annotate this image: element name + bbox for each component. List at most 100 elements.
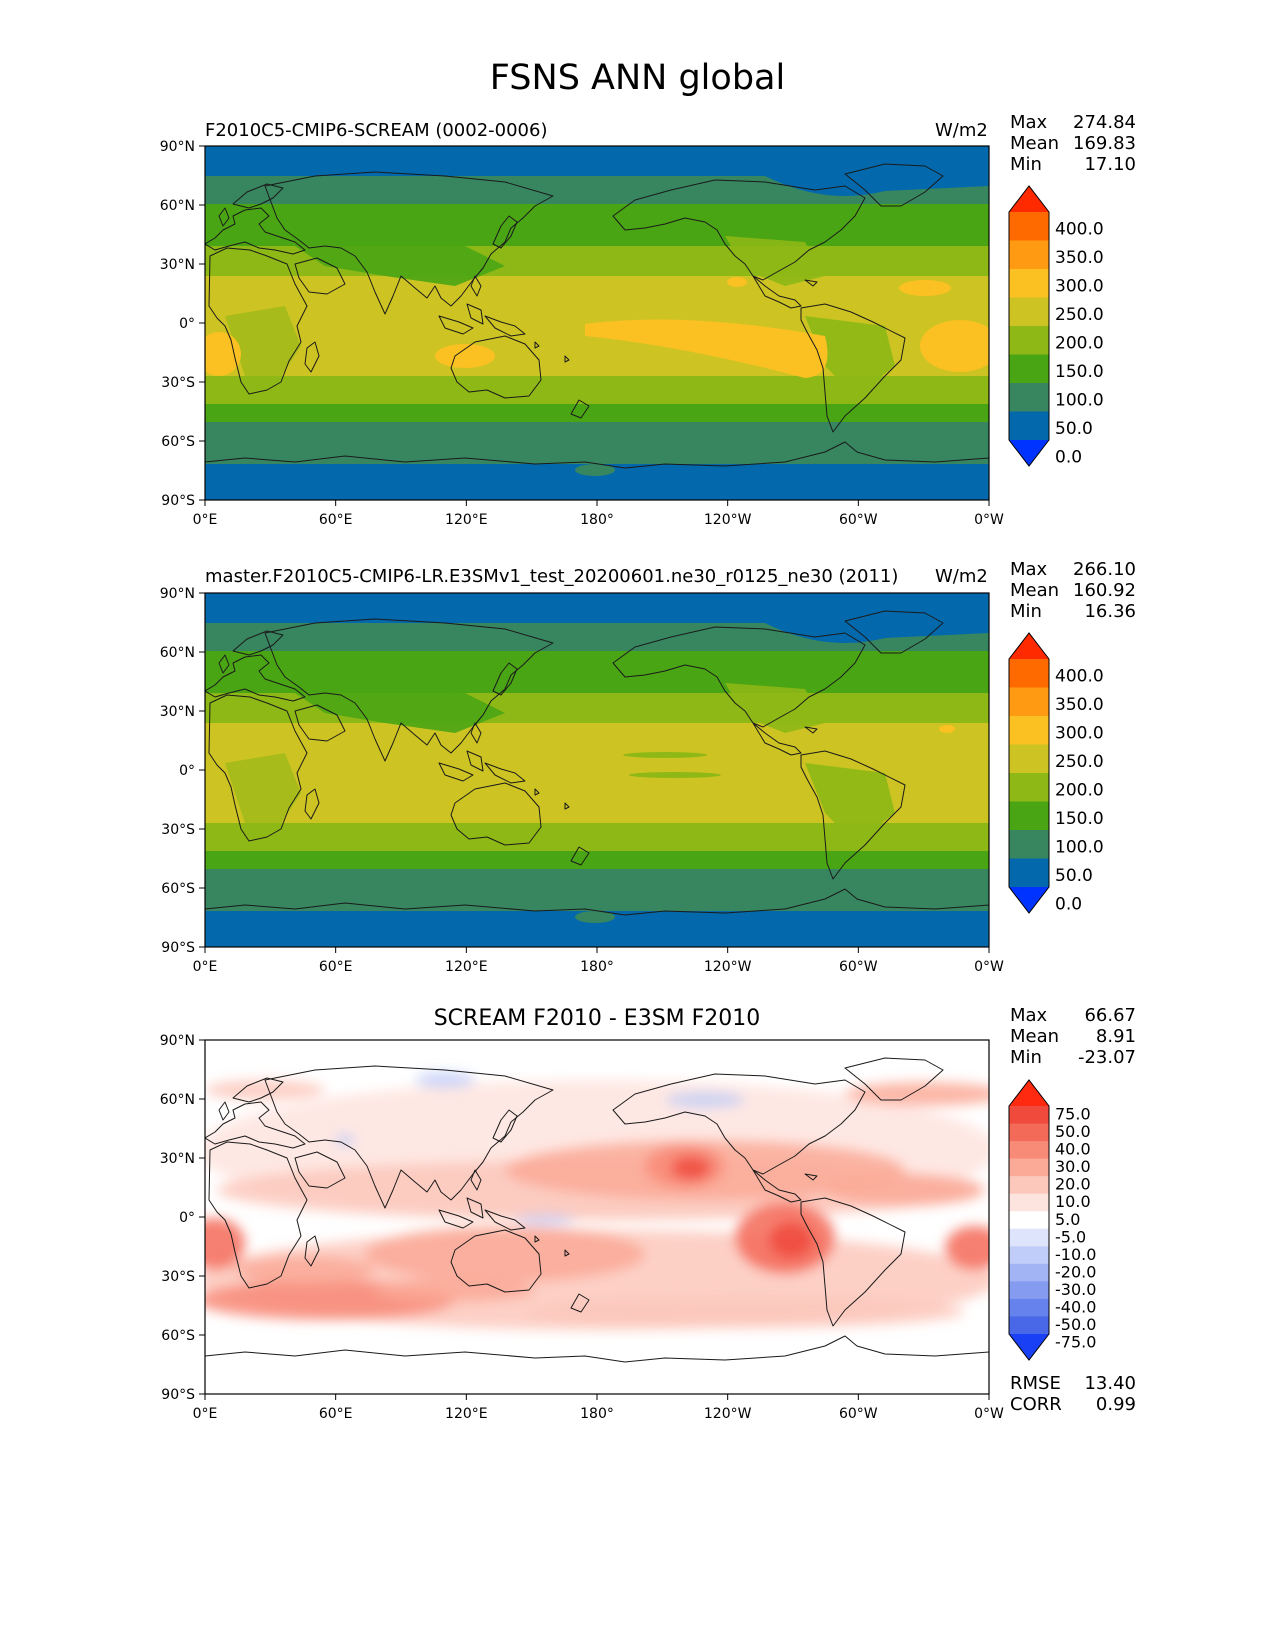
- stat-mean-label: Mean: [1010, 133, 1060, 154]
- rmse-value: 13.40: [1084, 1373, 1136, 1394]
- colorbar-level-label: -20.0: [1055, 1262, 1096, 1281]
- colorbar-level-label: 200.0: [1055, 781, 1104, 801]
- field-anomaly-negative: [515, 1215, 575, 1225]
- stat-max-label: Max: [1010, 112, 1048, 133]
- colorbar-extend-max: [1009, 186, 1049, 212]
- colorbar-extend-min: [1009, 1334, 1049, 1360]
- field-band: [205, 204, 989, 246]
- colorbar-extend-max: [1009, 633, 1049, 659]
- lat-tick-label: 60°S: [161, 1328, 195, 1344]
- colorbar-segment: [1009, 1263, 1049, 1282]
- colorbar-segment: [1009, 269, 1049, 298]
- corr-label: CORR: [1010, 1394, 1062, 1415]
- colorbar-panel-2: 400.0 350.0 300.0 250.0 200.0 150.0 100.0 50.0 0…: [1008, 632, 1104, 915]
- field-region: [765, 146, 989, 196]
- colorbar-segment: [1009, 716, 1049, 745]
- colorbar-panel-1: 400.0 350.0 300.0 250.0 200.0 150.0 100.0 50.0 0…: [1008, 185, 1104, 468]
- lon-tick-label: 120°W: [704, 512, 752, 528]
- field-region: [939, 725, 955, 733]
- lon-tick-label: 0°E: [193, 512, 218, 528]
- colorbar-segment: [1009, 744, 1049, 774]
- stat-mean-label: Mean: [1010, 580, 1060, 601]
- panel-3-title: SCREAM F2010 - E3SM F2010: [433, 1006, 761, 1031]
- lon-tick-label: 180°: [580, 512, 614, 528]
- colorbar-segment: [1009, 1228, 1049, 1247]
- field-region: [435, 344, 495, 368]
- colorbar-segment: [1009, 240, 1049, 270]
- stat-max-value: 66.67: [1084, 1005, 1136, 1026]
- field-band: [205, 422, 989, 464]
- stat-min-value: -23.07: [1077, 1047, 1136, 1068]
- lat-tick-label: 90°N: [160, 586, 195, 602]
- colorbar-level-label: -5.0: [1055, 1227, 1086, 1246]
- stat-mean-value: 169.83: [1073, 133, 1136, 154]
- colorbar-extend-min: [1009, 440, 1049, 466]
- lon-tick-label: 60°E: [319, 1406, 353, 1422]
- field-anomaly: [375, 1278, 535, 1302]
- colorbar-extend-min: [1009, 887, 1049, 913]
- colorbar-level-label: 0.0: [1055, 895, 1082, 915]
- colorbar-segment: [1009, 1211, 1049, 1230]
- colorbar-level-label: 50.0: [1055, 866, 1093, 886]
- field-region: [629, 772, 721, 778]
- colorbar-segment: [1009, 411, 1049, 441]
- lon-tick-label: 60°E: [319, 512, 353, 528]
- map-panel-3: [204, 1039, 990, 1395]
- lat-tick-label: 60°N: [160, 645, 195, 661]
- lat-tick-label: 60°S: [161, 881, 195, 897]
- lon-tick-label: 60°W: [839, 959, 878, 975]
- colorbar-level-label: -75.0: [1055, 1333, 1096, 1352]
- colorbar-level-label: 150.0: [1055, 809, 1104, 829]
- lat-tick-label: 90°S: [161, 1387, 195, 1403]
- lat-tick-label: 60°N: [160, 198, 195, 214]
- lat-tick-label: 90°S: [161, 493, 195, 509]
- colorbar-level-label: 40.0: [1055, 1140, 1091, 1159]
- map-panel-2: [204, 592, 990, 948]
- field-region: [727, 277, 747, 287]
- colorbar-segment: [1009, 1298, 1049, 1317]
- colorbar-segment: [1009, 212, 1049, 241]
- lat-tick-label: 30°S: [161, 375, 195, 391]
- stat-min-label: Min: [1010, 1047, 1042, 1068]
- colorbar-segment: [1009, 1246, 1049, 1265]
- lon-tick-label: 120°E: [445, 1406, 488, 1422]
- lat-tick-label: 90°N: [160, 139, 195, 155]
- stat-max-value: 274.84: [1073, 112, 1136, 133]
- field-band: [205, 851, 989, 869]
- colorbar-segment: [1009, 383, 1049, 412]
- corr-value: 0.99: [1095, 1394, 1136, 1415]
- colorbar-outline: [1008, 1079, 1050, 1361]
- lon-tick-label: 120°E: [445, 512, 488, 528]
- colorbar-level-label: -50.0: [1055, 1315, 1096, 1334]
- field-anomaly-negative: [335, 1134, 355, 1146]
- field-anomaly: [235, 1256, 375, 1284]
- colorbar-level-label: 50.0: [1055, 419, 1093, 439]
- field-region: [765, 593, 989, 643]
- panel-2-title: master.F2010C5-CMIP6-LR.E3SMv1_test_2020…: [205, 566, 899, 587]
- colorbar-segment: [1009, 1158, 1049, 1177]
- panel-1-stats: Max 274.84 Mean 169.83 Min 17.10: [1010, 112, 1136, 175]
- lat-tick-label: 0°: [179, 316, 195, 332]
- colorbar-level-label: 400.0: [1055, 667, 1104, 687]
- colorbar-level-label: 300.0: [1055, 724, 1104, 744]
- colorbar-segment: [1009, 687, 1049, 717]
- stat-min-value: 17.10: [1084, 154, 1136, 175]
- colorbar-extend-max: [1009, 1080, 1049, 1106]
- stat-max-value: 266.10: [1073, 559, 1136, 580]
- stat-min-label: Min: [1010, 601, 1042, 622]
- lon-tick-label: 0°W: [974, 1406, 1004, 1422]
- field-region: [920, 320, 989, 372]
- stat-mean-value: 160.92: [1073, 580, 1136, 601]
- lat-tick-label: 30°S: [161, 822, 195, 838]
- field-anomaly: [205, 1218, 245, 1270]
- stat-min-value: 16.36: [1084, 601, 1136, 622]
- lon-tick-label: 120°W: [704, 1406, 752, 1422]
- panel-3-metrics: RMSE 13.40 CORR 0.99: [1010, 1373, 1136, 1415]
- figure-title: FSNS ANN global: [489, 58, 786, 98]
- field-anomaly: [365, 1226, 645, 1282]
- colorbar-segment: [1009, 1106, 1049, 1125]
- colorbar-level-label: 0.0: [1055, 448, 1082, 468]
- field-anomaly: [205, 1080, 325, 1100]
- colorbar-level-label: -10.0: [1055, 1245, 1096, 1264]
